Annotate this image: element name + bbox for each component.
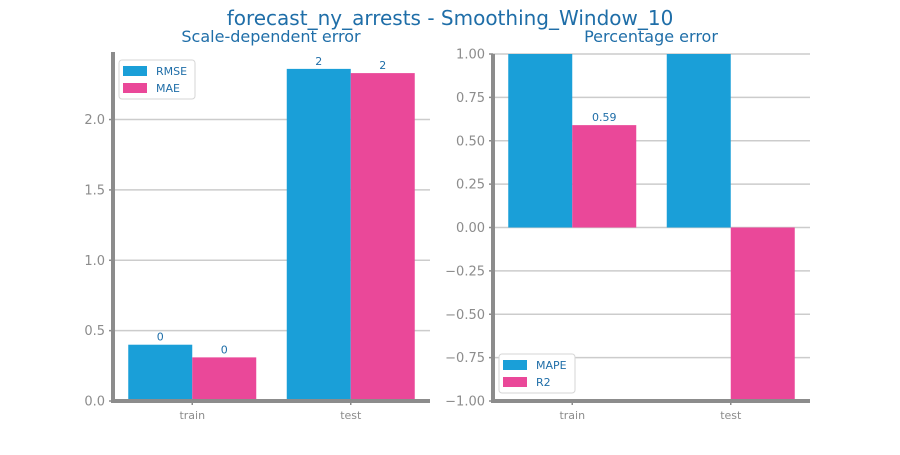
y-tick-label: 1.0 bbox=[84, 254, 105, 269]
bar-mape-test bbox=[666, 54, 731, 228]
legend: RMSE MAE bbox=[118, 59, 196, 100]
legend-label: RMSE bbox=[156, 65, 187, 78]
data-label: 2 bbox=[315, 55, 322, 68]
y-tick-label: −0.75 bbox=[445, 351, 485, 366]
y-tick-label: −0.50 bbox=[445, 308, 485, 323]
bar-rmse-test bbox=[286, 68, 351, 402]
data-label: 2 bbox=[379, 59, 386, 72]
y-tick-label: 1.00 bbox=[456, 48, 485, 63]
scale-dependent-error-chart: Scale-dependent error 0.0 0.5 1.0 1.5 2.0 0 0 tr… bbox=[84, 27, 430, 422]
legend-label: MAPE bbox=[536, 359, 567, 372]
legend-swatch bbox=[123, 66, 147, 76]
y-tick-label: 0.0 bbox=[84, 395, 105, 410]
bar-mae-test bbox=[350, 73, 415, 401]
bar-mae-train bbox=[192, 357, 257, 401]
y-tick-label: 0.5 bbox=[84, 324, 105, 339]
legend-label: R2 bbox=[536, 376, 551, 389]
x-tick-label: test bbox=[720, 409, 742, 422]
legend-swatch bbox=[503, 360, 527, 370]
y-tick-label: 1.5 bbox=[84, 183, 105, 198]
x-tick-label: train bbox=[179, 409, 205, 422]
x-tick-label: train bbox=[559, 409, 585, 422]
legend: MAPE R2 bbox=[498, 353, 576, 394]
y-tick-label: 0.75 bbox=[456, 91, 485, 106]
subplot-title: Scale-dependent error bbox=[181, 27, 361, 46]
y-tick-label: 2.0 bbox=[84, 113, 105, 128]
y-tick-label: 0.00 bbox=[456, 221, 485, 236]
data-label: 0.59 bbox=[592, 111, 617, 124]
figure-title: forecast_ny_arrests - Smoothing_Window_1… bbox=[227, 6, 674, 30]
data-label: 0 bbox=[221, 343, 228, 356]
x-tick-label: test bbox=[340, 409, 362, 422]
y-tick-label: −0.25 bbox=[445, 264, 485, 279]
y-tick-label: −1.00 bbox=[445, 395, 485, 410]
subplot-title: Percentage error bbox=[584, 27, 718, 46]
y-tick-label: 0.50 bbox=[456, 134, 485, 149]
data-label: 0 bbox=[157, 331, 164, 344]
bar-rmse-train bbox=[128, 344, 193, 401]
y-tick-label: 0.25 bbox=[456, 178, 485, 193]
legend-swatch bbox=[123, 83, 147, 93]
legend-label: MAE bbox=[156, 82, 180, 95]
bar-mape-train bbox=[508, 54, 573, 228]
legend-swatch bbox=[503, 377, 527, 387]
bar-r2-train bbox=[572, 125, 637, 228]
bar-r2-test bbox=[730, 227, 795, 401]
percentage-error-chart: Percentage error −1.00 −0.75 −0.50 −0.25 0.00… bbox=[445, 27, 810, 422]
